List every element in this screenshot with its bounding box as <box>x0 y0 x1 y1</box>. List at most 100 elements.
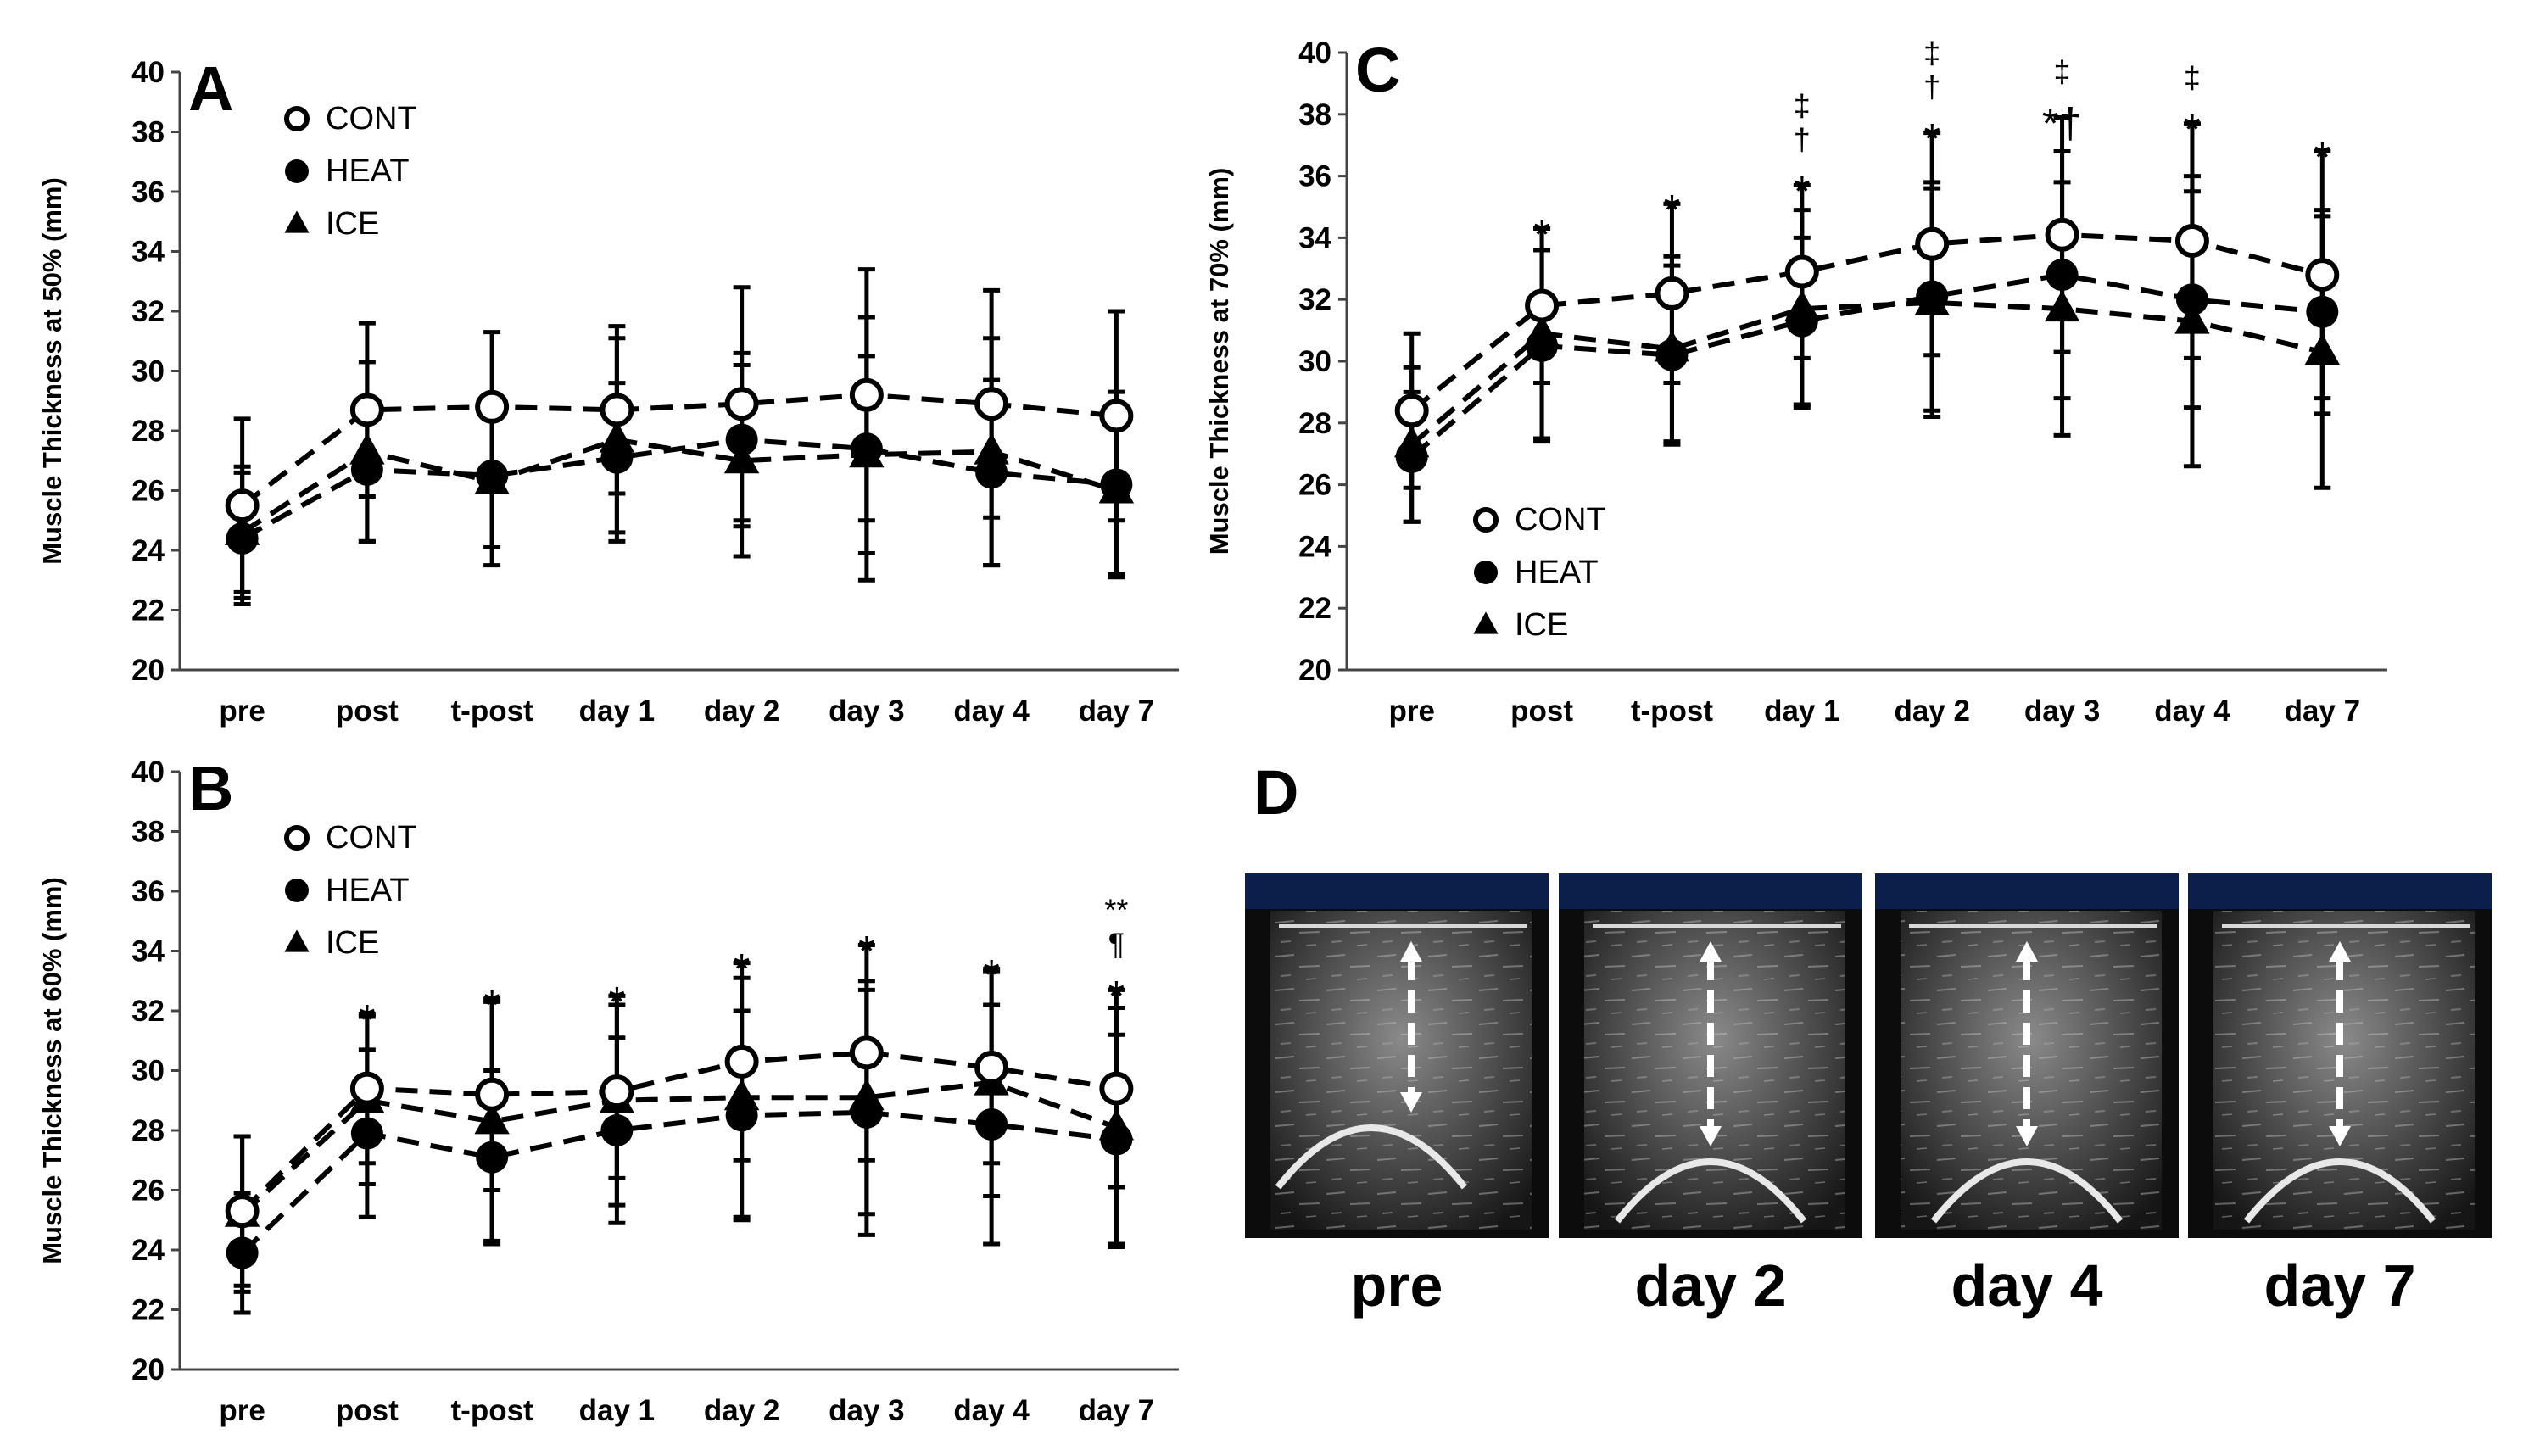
legend-item-cont: CONT <box>284 820 417 856</box>
data-point-heat <box>1395 440 1428 473</box>
arrow-head-down-icon <box>1700 1126 1722 1146</box>
x-tick-label: pre <box>1388 695 1434 728</box>
ultrasound-image-2: day 2 <box>1559 873 1862 1319</box>
data-point-cont <box>849 377 884 412</box>
x-tick-label: day 2 <box>704 695 780 728</box>
y-tick-label: 32 <box>1298 283 1331 316</box>
significance-marker: * <box>858 927 874 974</box>
y-axis-label: Muscle Thickness at 70% (mm) <box>1204 168 1234 555</box>
data-point-cont <box>2045 217 2079 252</box>
y-axis-label: Muscle Thickness at 60% (mm) <box>37 877 67 1264</box>
bone-echo <box>1614 1158 1807 1224</box>
data-point-cont <box>225 488 260 523</box>
x-tick-label: pre <box>219 1394 265 1427</box>
series-line-ice <box>240 1079 1118 1216</box>
x-tick-label: post <box>336 1394 399 1427</box>
chart-panel-a: A 20 22 24 26 28 30 32 34 36 38 40 pre post t-post day … <box>37 53 1179 728</box>
panel-letter: B <box>188 753 233 823</box>
y-tick-label: 24 <box>1298 530 1331 563</box>
data-point-cont <box>475 1077 510 1112</box>
data-point-heat <box>850 1096 883 1129</box>
significance-marker: * <box>1108 972 1125 1019</box>
legend-label: CONT <box>326 820 417 856</box>
legend-item-heat: HEAT <box>285 873 410 908</box>
arrow-head-up-icon <box>1700 941 1722 962</box>
ultrasound-header-bar <box>1245 873 1549 909</box>
legend-marker <box>1473 611 1499 634</box>
x-tick-label: day 1 <box>579 1394 656 1427</box>
y-tick-label: 30 <box>131 355 165 388</box>
data-point-cont <box>349 393 384 427</box>
y-tick-label: 38 <box>131 116 165 149</box>
legend-item-heat: HEAT <box>1474 555 1599 590</box>
data-point-heat <box>350 453 383 486</box>
y-tick-label: 34 <box>131 236 165 269</box>
y-tick-label: 22 <box>131 1294 165 1327</box>
y-tick-label: 34 <box>1298 221 1331 254</box>
x-tick-label: t-post <box>451 695 534 728</box>
arrow-head-down-icon <box>1400 1092 1422 1113</box>
data-point-heat <box>2175 283 2208 316</box>
y-tick-label: 38 <box>131 816 165 849</box>
legend-label: HEAT <box>326 873 410 908</box>
legend-label: ICE <box>326 925 379 961</box>
data-point-cont <box>849 1035 884 1070</box>
legend-item-cont: CONT <box>284 101 417 137</box>
y-tick-label: 30 <box>1298 345 1331 378</box>
significance-marker: * <box>983 951 999 999</box>
panel-d: D pre day 2 day 4 day 7 <box>1245 757 2492 1319</box>
y-tick-label: 26 <box>131 1174 165 1208</box>
data-point-cont <box>1525 288 1560 323</box>
significance-marker: * <box>2184 106 2200 153</box>
series-line-cont <box>240 1050 1117 1213</box>
bone-echo <box>1930 1158 2124 1224</box>
data-point-heat <box>350 1117 383 1150</box>
x-tick-label: pre <box>219 695 265 728</box>
ultrasound-image-3: day 4 <box>1875 873 2179 1319</box>
series-line-heat <box>241 437 1117 541</box>
significance-marker: *† <box>2042 99 2082 147</box>
significance-marker: * <box>2314 133 2330 181</box>
data-point-cont <box>1655 276 1689 310</box>
y-tick-label: 40 <box>131 56 165 89</box>
data-point-cont <box>2305 258 2340 293</box>
data-point-heat <box>975 456 1008 489</box>
y-tick-label: 24 <box>131 1234 165 1267</box>
x-tick-label: day 3 <box>2024 695 2101 728</box>
data-point-cont <box>1394 393 1429 428</box>
significance-marker: * <box>734 946 750 993</box>
significance-marker: ** <box>1104 892 1128 927</box>
y-tick-label: 22 <box>131 594 165 628</box>
y-tick-label: 20 <box>1298 654 1331 687</box>
data-point-heat <box>476 1141 509 1174</box>
significance-marker: * <box>609 978 625 1025</box>
ultrasound-label: pre <box>1351 1252 1443 1319</box>
legend-marker <box>284 825 310 851</box>
y-tick-label: 26 <box>1298 469 1331 502</box>
data-point-ice <box>723 442 760 474</box>
legend-label: ICE <box>326 206 379 242</box>
y-tick-label: 36 <box>131 875 165 908</box>
ultrasound-label: day 2 <box>1635 1252 1787 1319</box>
legend-marker <box>1473 507 1499 533</box>
data-point-heat <box>600 1114 634 1146</box>
y-tick-label: 32 <box>131 295 165 328</box>
arrow-head-up-icon <box>2016 941 2038 962</box>
legend-marker <box>285 159 309 183</box>
legend-marker <box>284 929 310 952</box>
ultrasound-header-bar <box>2188 873 2492 909</box>
y-tick-label: 28 <box>131 1114 165 1147</box>
panel-letter: A <box>188 53 233 124</box>
ultrasound-texture <box>1584 911 1845 1230</box>
data-point-cont <box>600 393 634 427</box>
data-point-cont <box>475 389 510 424</box>
panel-d-letter: D <box>1253 757 1298 828</box>
arrow-head-up-icon <box>2329 941 2351 962</box>
data-point-cont <box>724 1044 759 1079</box>
x-tick-label: day 4 <box>2154 695 2230 728</box>
legend-label: HEAT <box>326 153 410 189</box>
data-point-cont <box>1915 226 1950 261</box>
legend-marker <box>285 879 309 902</box>
ultrasound-texture <box>1270 911 1532 1230</box>
